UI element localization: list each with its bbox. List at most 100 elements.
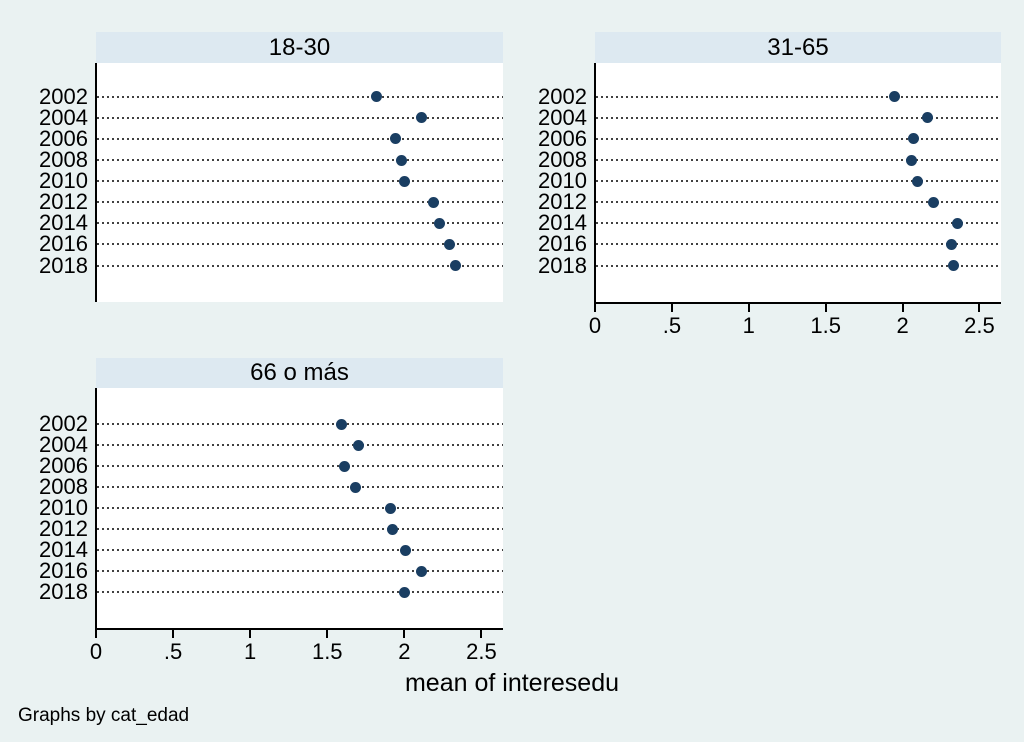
category-label: 2006 [538, 125, 587, 151]
panel-title: 18-30 [268, 33, 331, 61]
x-axis-tick [249, 630, 252, 638]
panel-title: 31-65 [767, 33, 829, 61]
gridline [97, 201, 503, 204]
y-axis-line [95, 63, 97, 302]
x-axis-tick-label: 2 [398, 639, 411, 664]
data-point [889, 91, 901, 103]
plot-area-0 [96, 63, 503, 302]
gridline [97, 528, 503, 530]
panel-header-2: 66 o más [96, 358, 503, 388]
x-axis-tick-label: .5 [163, 639, 183, 664]
x-axis-line [594, 302, 1001, 304]
gridline [596, 180, 1001, 183]
gridline [97, 591, 503, 593]
gridline [596, 159, 1001, 161]
panel-title: 66 o más [250, 359, 349, 386]
gridline [596, 243, 1001, 246]
gridline [97, 423, 503, 425]
y-axis-line [594, 63, 596, 302]
x-axis-tick-label: 1 [244, 639, 257, 664]
gridline [97, 222, 503, 225]
data-point [952, 217, 964, 229]
category-label: 2010 [39, 168, 88, 194]
gridline [97, 264, 503, 267]
x-axis-tick-label: 2.5 [466, 639, 497, 664]
x-axis-line [95, 628, 503, 630]
data-point [415, 565, 427, 577]
category-label: 2006 [39, 125, 88, 151]
category-label: 2012 [39, 189, 88, 215]
data-point [398, 175, 410, 187]
gridline [97, 444, 503, 446]
gridline [97, 465, 503, 467]
category-label: 2018 [39, 579, 88, 604]
data-point [947, 260, 959, 271]
gridline [596, 95, 1001, 98]
x-axis-tick [824, 304, 827, 312]
x-axis-tick [95, 630, 97, 638]
panel-header-0: 18-30 [96, 32, 503, 63]
data-point [906, 154, 918, 166]
x-axis-tick-label: 2.5 [964, 313, 995, 338]
category-label: 2002 [39, 411, 88, 436]
category-label: 2014 [538, 210, 587, 236]
category-label: 2004 [39, 104, 88, 130]
category-label: 2008 [39, 474, 88, 499]
category-label: 2018 [538, 252, 587, 278]
gridline [97, 486, 503, 488]
panel-header-1: 31-65 [595, 32, 1001, 63]
category-label: 2016 [39, 231, 88, 257]
x-axis-tick-label: 1.5 [311, 639, 343, 664]
x-axis-tick [978, 304, 981, 312]
gridline [97, 116, 503, 119]
category-label: 2012 [538, 189, 587, 215]
data-point [386, 523, 398, 535]
data-point [946, 238, 958, 250]
x-axis-tick-label: .5 [662, 313, 682, 338]
gridline [97, 507, 503, 509]
data-point [395, 154, 407, 166]
gridline [596, 116, 1001, 119]
category-label: 2002 [538, 83, 587, 109]
category-label: 2004 [39, 432, 88, 457]
data-point [907, 133, 919, 145]
data-point [335, 418, 347, 430]
category-label: 2014 [39, 210, 88, 236]
data-point [389, 133, 401, 145]
gridline [596, 137, 1001, 140]
x-axis-tick [747, 304, 750, 312]
gridline [596, 201, 1001, 204]
gridline [97, 137, 503, 140]
x-axis-tick [594, 304, 596, 312]
data-point [912, 175, 924, 187]
data-point [398, 586, 410, 598]
plot-area-1 [595, 63, 1001, 302]
x-axis-title: mean of interesedu [404, 669, 620, 697]
gridline [97, 159, 503, 161]
category-label: 2016 [39, 558, 88, 583]
x-axis-tick-label: 0 [89, 639, 103, 664]
data-point [443, 238, 455, 250]
category-label: 2012 [39, 516, 88, 541]
category-label: 2010 [39, 495, 88, 520]
x-axis-tick [670, 304, 673, 312]
category-label: 2018 [39, 252, 88, 278]
x-axis-tick-label: 1 [742, 313, 755, 338]
data-point [921, 112, 933, 124]
data-point [352, 439, 364, 451]
category-label: 2006 [39, 453, 88, 478]
x-axis-tick-label: 2 [896, 313, 909, 338]
x-axis-tick-label: 0 [588, 313, 602, 338]
x-axis-tick [480, 630, 483, 638]
y-axis-line [95, 388, 97, 628]
x-axis-tick [403, 630, 406, 638]
gridline [97, 180, 503, 183]
category-label: 2016 [538, 231, 587, 257]
data-point [428, 196, 440, 208]
data-point [338, 460, 350, 472]
gridline [97, 243, 503, 246]
data-point [927, 196, 939, 208]
data-point [349, 481, 361, 493]
category-label: 2008 [538, 147, 587, 172]
